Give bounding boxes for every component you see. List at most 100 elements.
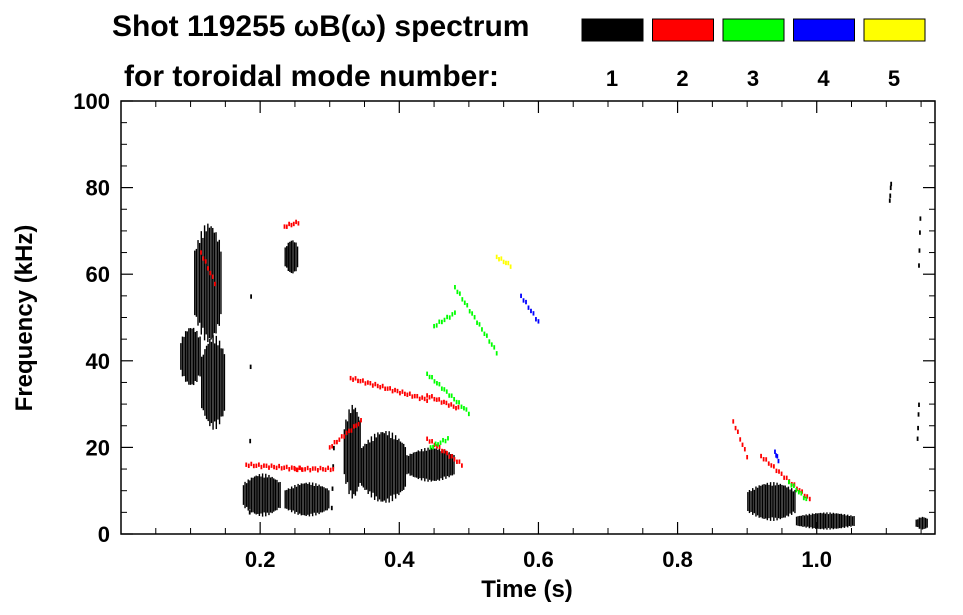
series-n1-mark (834, 513, 836, 529)
series-n1-mark (202, 237, 204, 328)
plot-area (180, 181, 928, 530)
series-n1-mark (249, 438, 252, 444)
series-n1-mark (824, 513, 827, 529)
series-n1-mark (823, 512, 825, 530)
series-n1-mark (188, 328, 190, 385)
series-n1-mark (210, 226, 212, 340)
series-n3-mark (450, 393, 453, 398)
y-tick-label: 0 (98, 522, 110, 547)
series-n1-mark (295, 242, 297, 272)
series-n2-mark (299, 465, 301, 471)
series-n2-mark (349, 375, 352, 381)
series-n1-mark (411, 453, 413, 476)
series-n1-mark (331, 486, 334, 491)
series-n1-mark (204, 349, 206, 416)
series-n1-mark (202, 354, 205, 411)
series-n2-mark (418, 396, 421, 402)
series-n2-mark (450, 402, 453, 407)
series-n3-mark (792, 483, 795, 488)
series-n1-mark (923, 517, 925, 529)
series-n1-mark (807, 515, 809, 527)
series-n1-mark (274, 479, 277, 511)
series-n1-mark (924, 517, 927, 529)
series-n2-mark (456, 459, 458, 464)
legend-label-3: 3 (747, 66, 759, 91)
series-n1-mark (446, 453, 449, 477)
series-n1-mark (196, 330, 198, 382)
series-n1-mark (181, 336, 184, 377)
series-n1-mark (404, 447, 407, 487)
series-n1-mark (451, 453, 454, 476)
series-n2-mark (263, 463, 265, 468)
series-n1-mark (244, 481, 246, 509)
series-n1-mark (318, 484, 320, 515)
series-n2-mark (354, 376, 357, 381)
series-n2-mark (391, 388, 394, 394)
series-n1-mark (220, 348, 222, 417)
series-n3-mark (473, 315, 476, 320)
series-n1-mark (435, 448, 437, 481)
series-n1-mark (277, 482, 280, 508)
series-n4-mark (535, 317, 537, 322)
series-n1-mark (218, 239, 221, 326)
series-n2-mark (309, 467, 312, 473)
series-n2-mark (426, 393, 429, 398)
series-n2-mark (399, 390, 401, 396)
series-n3-mark (440, 386, 443, 391)
series-n2-mark (371, 383, 374, 388)
series-n1-mark (200, 231, 202, 335)
series-n1-mark (840, 513, 843, 529)
series-n1-mark (427, 447, 429, 482)
x-tick-label: 1.0 (801, 547, 832, 572)
series-n1-mark (332, 464, 335, 469)
series-n1-mark (837, 513, 839, 529)
series-n1-mark (248, 510, 251, 515)
series-n1-mark (919, 216, 922, 221)
series-n2-mark (433, 442, 436, 448)
series-n3-mark (454, 310, 456, 315)
series-n1-mark (299, 485, 301, 514)
series-n1-blob (747, 482, 796, 521)
series-n4-mark (520, 293, 522, 299)
series-n1-mark (353, 409, 355, 495)
series-n1-mark (753, 489, 756, 514)
series-n2 (200, 219, 811, 502)
series-n3-mark (448, 393, 451, 398)
series-n2-mark (386, 386, 389, 391)
series-n4-mark (530, 308, 532, 314)
series-n1-mark (761, 484, 764, 519)
series-n1-mark (201, 356, 203, 409)
series-n2-mark (436, 444, 438, 449)
series-n2-mark (458, 459, 461, 464)
series-n3-mark (800, 491, 803, 496)
series-n1-mark (787, 486, 790, 517)
y-tick-label: 80 (86, 176, 110, 201)
series-n3-mark (458, 291, 461, 296)
series-n2-mark (379, 385, 382, 390)
series-n1-mark (845, 515, 847, 527)
series-n2-mark (214, 281, 216, 287)
series-n1-mark (205, 345, 208, 420)
series-n1-mark (189, 328, 192, 385)
series-n2-mark (411, 394, 414, 399)
series-n2-mark (438, 444, 441, 450)
series-n2-mark (328, 445, 331, 450)
series-n3-mark (453, 397, 456, 402)
series-n5 (495, 254, 512, 269)
series-n1-mark (284, 247, 286, 267)
series-n2-mark (423, 396, 426, 402)
series-n1-mark (399, 441, 402, 493)
series-n1-mark (417, 450, 420, 480)
series-n2-mark (445, 400, 448, 406)
series-n2-mark (762, 457, 765, 462)
series-n3-mark (442, 437, 444, 443)
series-n2-mark (296, 467, 299, 473)
legend-label-2: 2 (676, 66, 688, 91)
legend-swatch-5 (863, 18, 926, 42)
series-n1-mark (805, 514, 807, 528)
series-n1-mark (437, 449, 439, 480)
series-n1-mark (406, 455, 408, 475)
series-n1-mark (773, 482, 775, 521)
series-n1-mark (183, 336, 185, 377)
series-n2-mark (311, 466, 314, 471)
